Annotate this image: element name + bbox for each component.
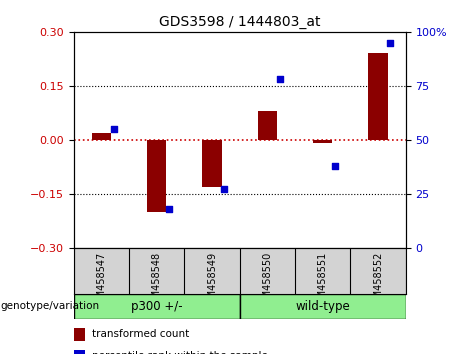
Bar	[74, 350, 85, 354]
Text: GSM458549: GSM458549	[207, 251, 217, 310]
Text: GSM458551: GSM458551	[318, 251, 328, 311]
Bar	[74, 294, 240, 319]
Bar	[368, 53, 388, 140]
Point	[386, 40, 394, 45]
Bar	[240, 294, 406, 319]
Text: GSM458552: GSM458552	[373, 251, 383, 311]
Point	[331, 163, 338, 169]
Point	[220, 187, 228, 192]
Text: p300 +/-: p300 +/-	[131, 300, 183, 313]
Text: percentile rank within the sample: percentile rank within the sample	[92, 351, 268, 354]
Point	[165, 206, 172, 212]
Bar	[74, 328, 85, 341]
Point	[276, 76, 283, 82]
Bar	[147, 140, 166, 212]
Text: GSM458550: GSM458550	[262, 251, 272, 311]
Text: GSM458547: GSM458547	[96, 251, 106, 311]
Bar	[313, 140, 332, 143]
Text: transformed count: transformed count	[92, 329, 189, 339]
Bar	[92, 133, 111, 140]
Title: GDS3598 / 1444803_at: GDS3598 / 1444803_at	[159, 16, 320, 29]
Bar	[202, 140, 222, 187]
Bar	[258, 111, 277, 140]
Point	[110, 126, 117, 132]
Text: genotype/variation: genotype/variation	[0, 301, 99, 311]
Text: GSM458548: GSM458548	[152, 251, 162, 310]
Text: wild-type: wild-type	[296, 300, 350, 313]
